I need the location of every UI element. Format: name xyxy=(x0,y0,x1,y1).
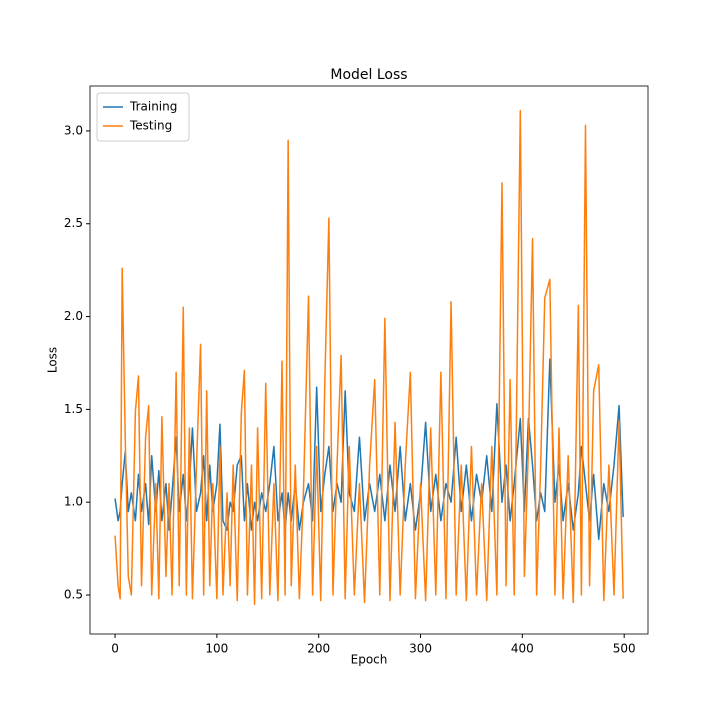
y-tick-label: 3.0 xyxy=(64,123,83,137)
legend: Training Testing xyxy=(96,92,190,142)
legend-box xyxy=(96,92,190,142)
x-tick-label: 400 xyxy=(511,642,534,656)
x-tick-label: 0 xyxy=(111,642,119,656)
x-tick-label: 300 xyxy=(409,642,432,656)
y-tick-label: 1.0 xyxy=(64,495,83,509)
x-tick-label: 200 xyxy=(307,642,330,656)
x-tick-label: 500 xyxy=(613,642,636,656)
y-axis-label: Loss xyxy=(46,347,60,373)
legend-label: Training xyxy=(129,100,177,114)
x-axis-label: Epoch xyxy=(351,653,388,667)
legend-label: Testing xyxy=(129,119,172,133)
line-series xyxy=(114,109,624,606)
y-tick-label: 1.5 xyxy=(64,402,83,416)
x-tick-label: 100 xyxy=(205,642,228,656)
y-tick-label: 0.5 xyxy=(64,588,83,602)
y-tick-label: 2.0 xyxy=(64,309,83,323)
plot-frame xyxy=(89,85,649,635)
chart-title: Model Loss xyxy=(330,67,407,83)
y-tick-label: 2.5 xyxy=(64,216,83,230)
